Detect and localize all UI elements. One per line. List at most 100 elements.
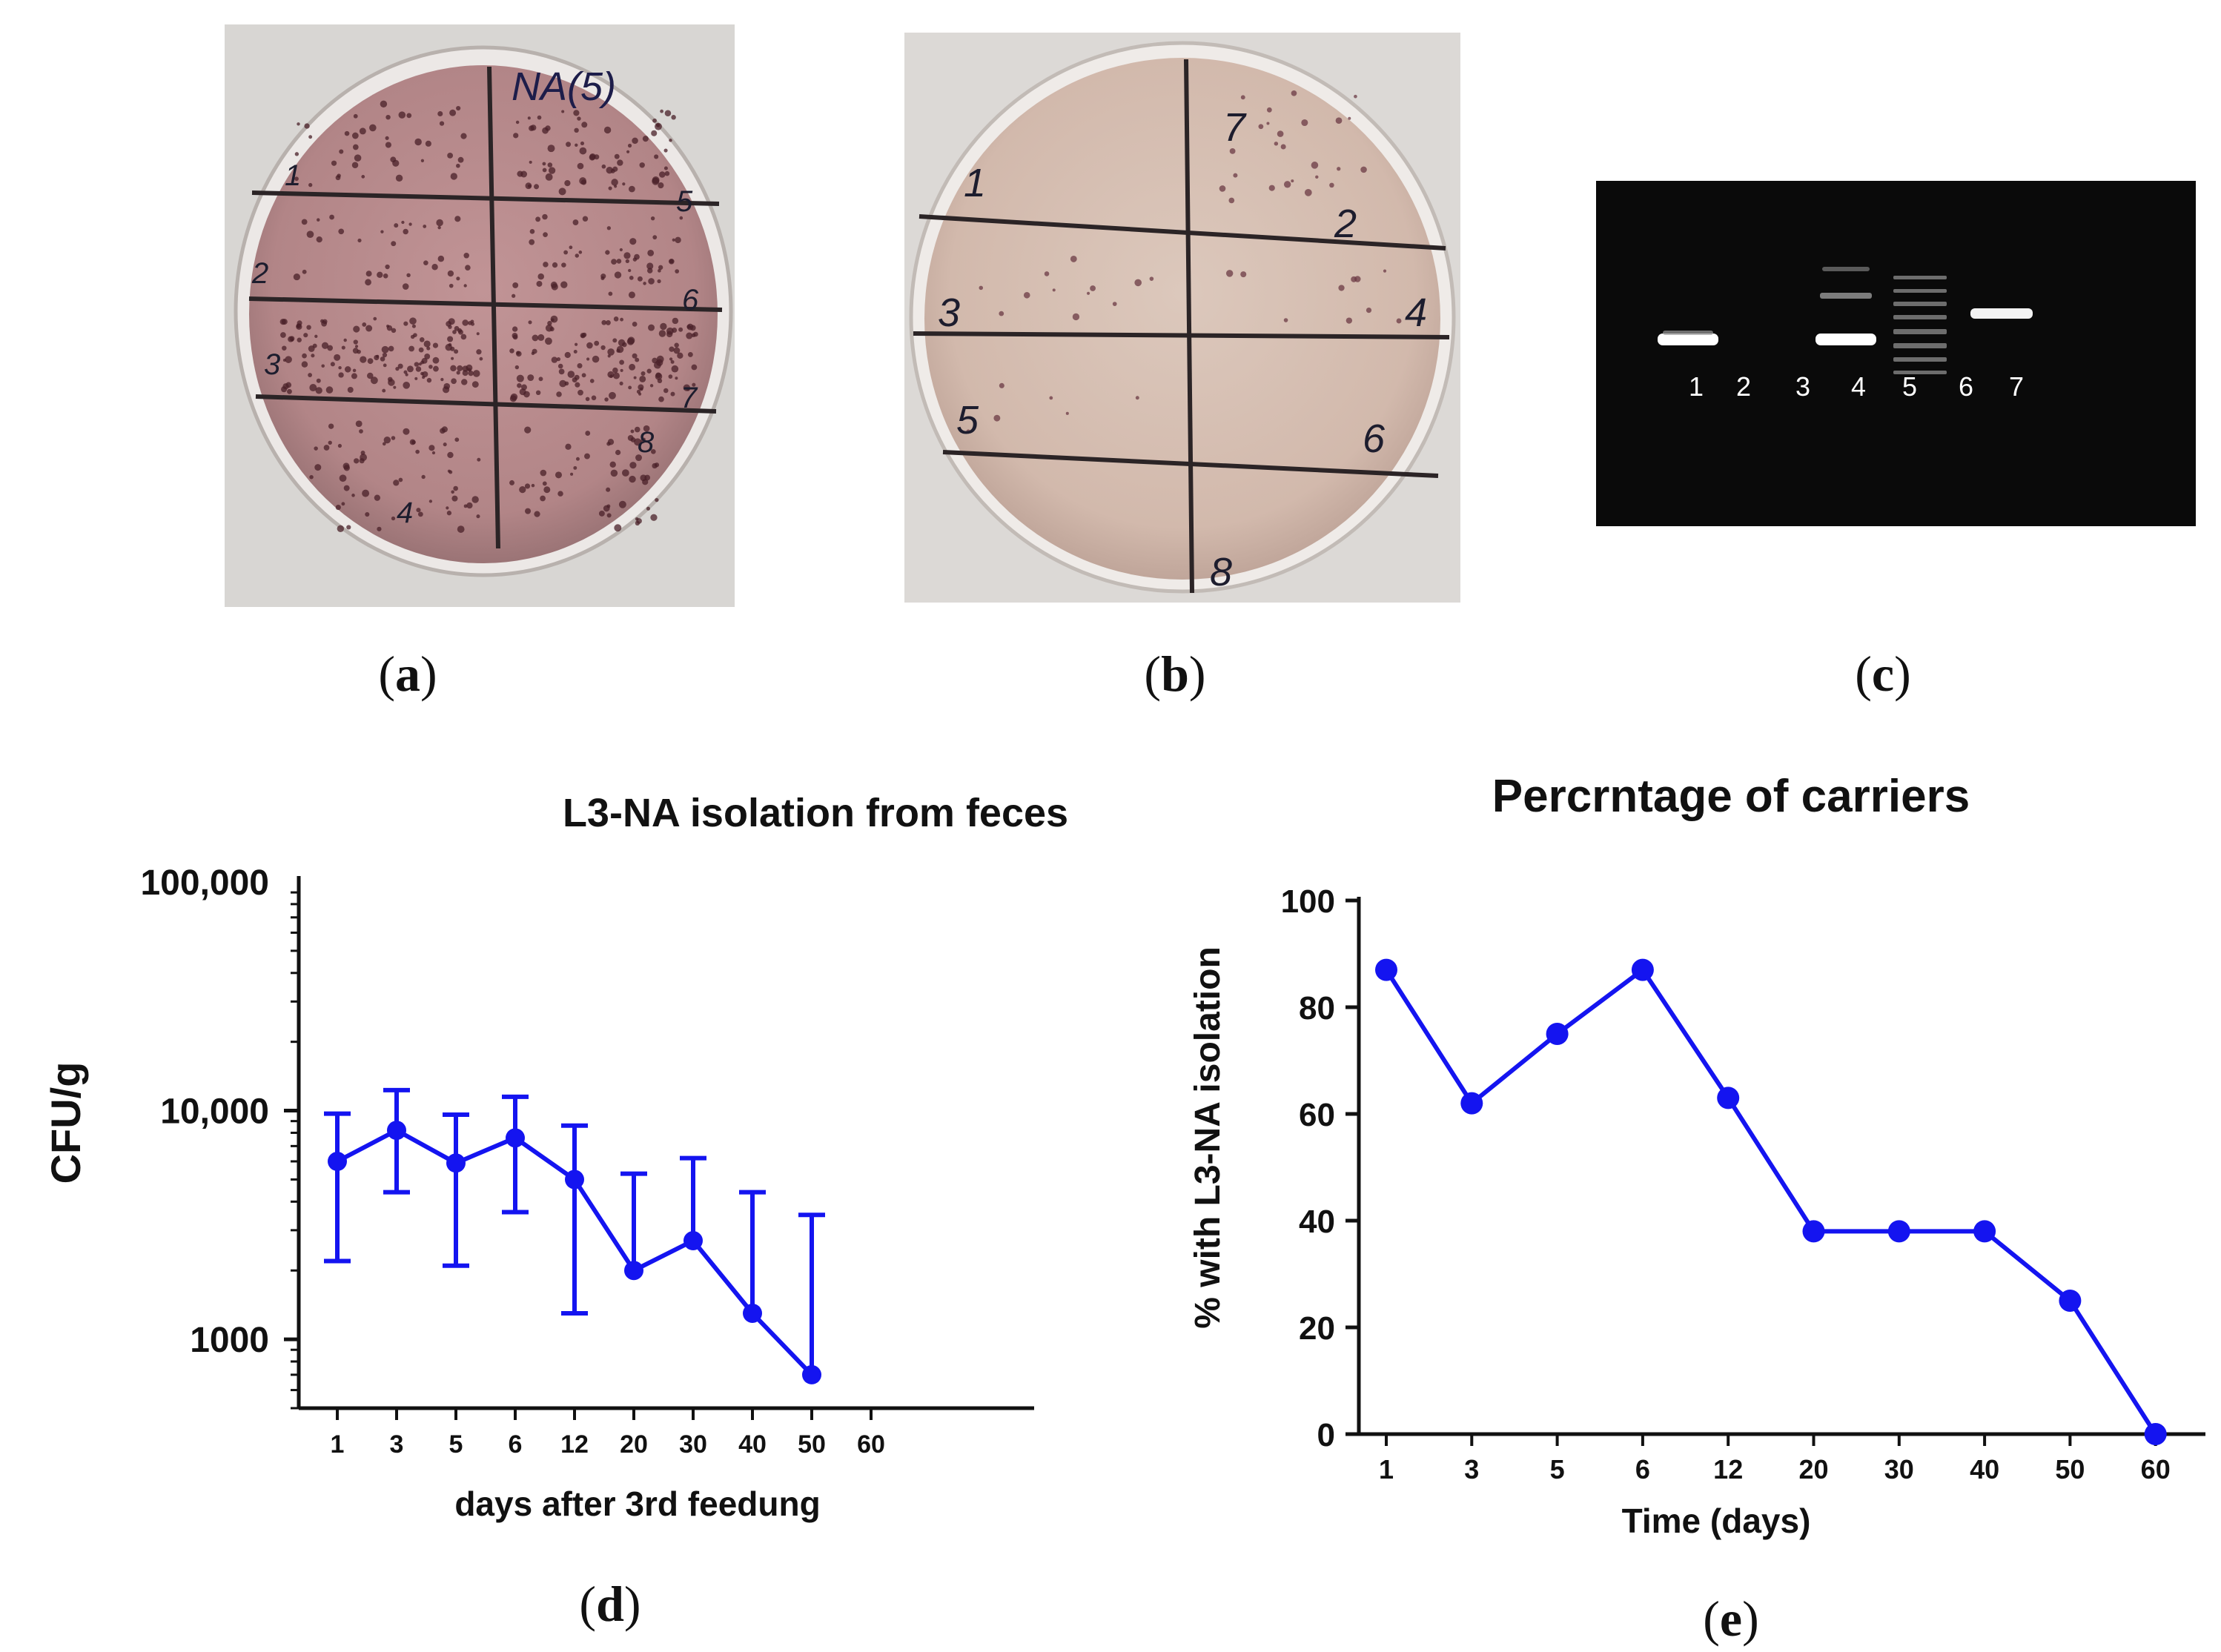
chart-d-x-tick-label: 40 [738,1430,767,1459]
colony-dot [612,372,620,379]
colony-dot [456,276,460,281]
colony-dot [365,511,370,517]
colony-dot [308,135,313,139]
colony-dot [351,494,355,497]
colony-dot [1360,166,1367,173]
colony-dot [1291,90,1297,96]
colony-dot [380,230,384,233]
plate-b-photo: 1 2 3 4 5 6 7 8 [904,33,1460,603]
colony-dot [561,262,566,268]
colony-dot [314,464,322,471]
gel-lane-label-7: 7 [2009,371,2024,402]
colony-dot [462,370,469,376]
colony-dot [343,338,347,342]
colony-dot [327,345,334,351]
colony-dot [457,156,464,163]
colony-dot [456,371,460,375]
colony-dot [1044,271,1050,276]
colony-dot [308,182,313,188]
colony-dot [339,474,347,482]
colony-dot [1383,269,1387,273]
colony-dot [601,164,606,169]
colony-dot [367,372,374,379]
colony-dot [632,137,638,145]
colony-dot [627,143,632,148]
colony-dot [509,395,517,402]
colony-dot [558,368,565,375]
colony-dot [532,334,539,342]
colony-dot [652,235,658,240]
colony-dot [575,143,578,147]
colony-dot [433,365,439,372]
colony-dot [355,420,363,428]
colony-dot [586,357,590,361]
colony-dot [591,395,597,401]
colony-dot [453,485,458,491]
colony-dot [328,423,334,429]
colony-dot [601,319,607,325]
colony-dot [1277,130,1284,137]
colony-dot [380,356,385,362]
colony-dot [575,342,578,346]
colony-dot [302,269,307,274]
colony-dot [679,216,683,220]
colony-dot [331,160,337,166]
colony-dot [1283,181,1291,188]
colony-dot [1291,179,1294,183]
plate-b-label-1: 1 [964,161,986,205]
colony-dot [437,255,445,262]
chart-e-point [2144,1423,2167,1445]
colony-dot [999,382,1004,388]
colony-dot [515,120,520,125]
colony-dot [611,179,618,186]
colony-dot [581,373,586,378]
chart-d-x-tick-label: 60 [857,1430,885,1459]
colony-dot [642,479,649,485]
colony-dot [1366,308,1372,314]
colony-dot [353,113,358,119]
gel-lane-label-5: 5 [1902,371,1917,402]
colony-dot [448,283,454,288]
colony-dot [557,491,563,497]
colony-dot [641,371,646,376]
colony-dot [632,321,638,327]
colony-dot [304,123,310,129]
chart-e-x-tick-label: 6 [1635,1454,1650,1485]
gel-image: 1 2 3 4 5 6 7 [1596,181,2196,526]
colony-dot [672,317,679,325]
colony-dot [417,511,423,517]
colony-dot [577,362,583,369]
colony-dot [1086,291,1090,295]
colony-dot [423,225,427,228]
colony-dot [365,271,372,277]
colony-dot [451,490,454,494]
colony-dot [560,281,568,288]
colony-dot [671,115,676,120]
colony-dot [669,357,673,361]
chart-e-point [1973,1220,1996,1243]
colony-dot [385,142,391,148]
chart-e-point [1460,1092,1483,1115]
chart-e-point [1546,1023,1569,1045]
colony-dot [450,365,457,372]
chart-d-point [328,1152,347,1172]
chart-d-y-tick-label: 10,000 [160,1092,269,1132]
colony-dot [315,387,322,394]
colony-dot [468,371,474,376]
colony-dot [557,363,563,369]
plate-a-label-7: 7 [681,382,698,414]
colony-dot [414,376,418,380]
colony-dot [524,426,532,434]
colony-dot [447,270,454,277]
colony-dot [585,397,590,402]
colony-dot [471,496,479,503]
colony-dot [408,345,414,352]
colony-dot [1049,396,1053,400]
colony-dot [306,230,314,239]
colony-dot [1329,182,1334,188]
colony-dot [547,145,555,153]
colony-dot [642,136,649,142]
colony-dot [446,506,449,510]
colony-dot [663,166,668,170]
colony-dot [537,115,542,120]
